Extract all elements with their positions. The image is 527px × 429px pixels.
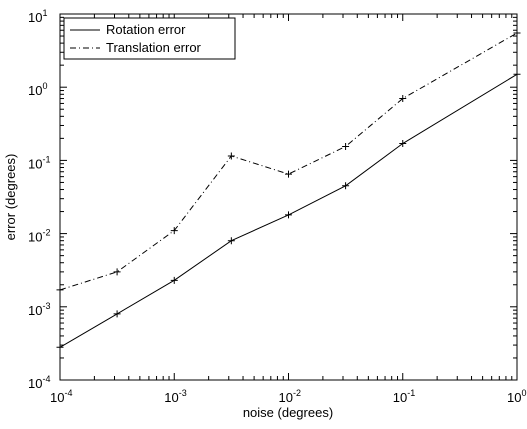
data-point-marker	[56, 286, 64, 294]
data-point-marker	[227, 152, 235, 160]
y-tick-label: 10-1	[28, 154, 50, 171]
data-point-marker	[285, 170, 292, 178]
data-point-marker	[285, 211, 292, 219]
x-tick-label: 10-4	[50, 388, 72, 405]
legend: Rotation error Translation error	[63, 17, 236, 60]
x-tick-label: 10-2	[279, 388, 301, 405]
legend-label-rotation: Rotation error	[106, 22, 186, 37]
data-point-marker	[399, 95, 407, 103]
data-point-marker	[513, 70, 521, 78]
axis-ticks	[59, 13, 518, 381]
plot-area	[59, 13, 518, 381]
data-point-marker	[342, 142, 350, 150]
data-point-marker	[342, 182, 350, 190]
legend-box	[63, 17, 236, 60]
y-tick-label: 10-4	[28, 374, 50, 391]
legend-label-translation: Translation error	[106, 40, 202, 55]
data-point-marker	[513, 29, 521, 37]
data-point-marker	[227, 237, 235, 245]
x-tick-label: 10-3	[164, 388, 186, 405]
data-point-marker	[113, 268, 121, 276]
data-point-marker	[399, 140, 407, 148]
y-axis-label: error (degrees)	[3, 154, 18, 241]
x-axis-label: noise (degrees)	[243, 405, 333, 420]
x-tick-label: 10-1	[393, 388, 415, 405]
data-point-marker	[170, 227, 178, 235]
data-point-marker	[170, 276, 178, 284]
data-point-marker	[56, 343, 64, 351]
y-tick-label: 10-3	[28, 301, 50, 318]
y-tick-label: 101	[28, 8, 47, 25]
x-tick-label: 100	[507, 388, 526, 405]
series-lines	[59, 32, 518, 348]
y-tick-label: 100	[28, 81, 47, 98]
y-tick-label: 10-2	[28, 228, 50, 245]
series-markers	[56, 29, 521, 351]
data-point-marker	[113, 310, 121, 318]
series-line-0	[59, 73, 518, 348]
tick-labels: 10-4 10-3 10-2 10-1 100 10-4 10-3 10-2 10-1 100 10…	[28, 8, 526, 405]
